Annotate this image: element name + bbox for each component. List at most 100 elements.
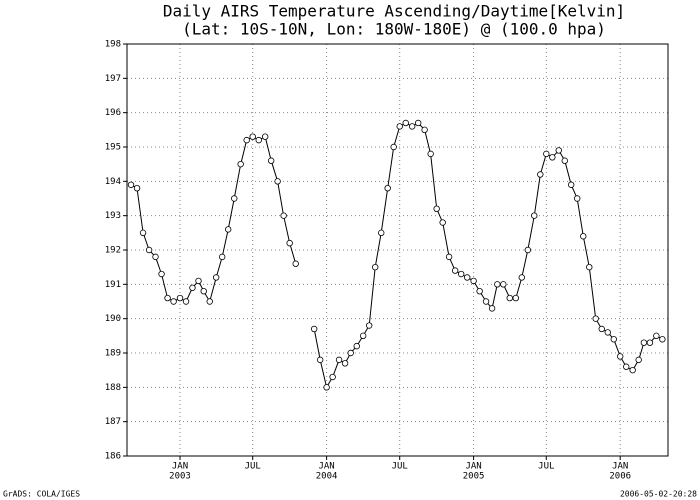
- data-point: [482, 298, 490, 305]
- x-tick-year: 2003: [169, 472, 191, 482]
- data-point: [164, 294, 171, 302]
- data-point: [555, 147, 562, 154]
- chart-title: Daily AIRS Temperature Ascending/Daytime…: [163, 2, 625, 21]
- data-point: [646, 339, 654, 346]
- data-point: [286, 239, 293, 247]
- data-point: [280, 212, 287, 219]
- data-point: [200, 288, 207, 295]
- x-tick-label: JAN: [172, 462, 188, 472]
- data-point: [531, 212, 538, 219]
- data-point: [158, 270, 165, 278]
- x-tick-year: 2006: [609, 472, 631, 482]
- data-point: [255, 136, 262, 144]
- data-point: [176, 294, 184, 302]
- data-point: [145, 246, 153, 254]
- y-tick-label: 187: [105, 417, 121, 427]
- data-point: [592, 315, 599, 322]
- data-point: [359, 332, 367, 340]
- data-point: [195, 277, 202, 285]
- data-point: [470, 277, 477, 285]
- data-point: [390, 143, 397, 151]
- data-point: [549, 154, 556, 161]
- y-tick-label: 192: [105, 246, 121, 256]
- data-point: [225, 226, 232, 233]
- data-point: [206, 298, 213, 305]
- data-point: [598, 325, 605, 333]
- data-point: [335, 356, 343, 364]
- y-tick-label: 186: [105, 452, 121, 462]
- data-point: [543, 150, 550, 158]
- data-point: [365, 322, 373, 329]
- x-tick-year: 2004: [316, 472, 338, 482]
- data-point: [445, 253, 453, 261]
- data-point: [347, 349, 354, 357]
- data-point: [218, 253, 226, 261]
- data-point: [341, 360, 349, 367]
- footer-left: GrADS: COLA/IGES: [3, 490, 80, 499]
- data-point: [623, 363, 630, 370]
- data-point: [310, 325, 318, 333]
- data-point: [408, 123, 416, 130]
- data-point: [488, 305, 496, 312]
- data-point: [133, 184, 141, 192]
- data-point: [629, 366, 636, 374]
- data-point: [378, 229, 385, 237]
- data-point: [414, 119, 422, 127]
- data-point: [396, 123, 403, 130]
- data-point: [653, 332, 660, 340]
- y-tick-label: 191: [105, 280, 121, 290]
- data-point: [506, 294, 513, 302]
- data-point: [182, 298, 190, 305]
- x-tick-label: JAN: [465, 462, 481, 472]
- y-tick-label: 188: [105, 383, 121, 393]
- data-point: [659, 336, 666, 343]
- data-point: [586, 263, 593, 271]
- data-point: [604, 329, 611, 336]
- data-point: [261, 133, 269, 140]
- data-point: [451, 267, 459, 274]
- data-point: [640, 339, 648, 346]
- data-point: [139, 229, 147, 237]
- data-point: [635, 356, 642, 364]
- data-point: [574, 195, 581, 202]
- plot-frame: [126, 43, 669, 457]
- data-point: [274, 178, 281, 185]
- footer-right: 2006-05-02-20:28: [620, 490, 697, 499]
- data-point: [524, 246, 532, 254]
- data-point: [433, 205, 440, 212]
- data-point: [316, 356, 324, 364]
- data-point: [494, 281, 501, 288]
- y-tick-label: 196: [105, 108, 121, 118]
- data-point: [212, 274, 220, 281]
- data-point: [384, 184, 391, 192]
- data-point: [231, 195, 238, 202]
- data-point: [189, 284, 196, 291]
- data-point: [267, 157, 275, 164]
- data-point: [237, 160, 244, 168]
- y-tick-label: 197: [105, 74, 121, 84]
- data-point: [617, 353, 624, 360]
- x-tick-label: JAN: [318, 462, 334, 472]
- data-point: [457, 270, 465, 278]
- data-point: [353, 342, 360, 350]
- data-point: [518, 274, 526, 281]
- data-point: [561, 157, 568, 164]
- data-point: [476, 288, 483, 295]
- data-point: [127, 181, 135, 188]
- y-tick-label: 189: [105, 349, 121, 359]
- data-point: [292, 260, 299, 267]
- x-tick-label: JUL: [245, 462, 261, 472]
- data-point: [427, 150, 434, 158]
- data-point: [439, 219, 446, 226]
- data-point: [402, 119, 409, 127]
- data-line: [130, 122, 663, 389]
- y-tick-label: 190: [105, 314, 121, 324]
- data-point: [243, 136, 250, 144]
- x-tick-label: JUL: [538, 462, 554, 472]
- x-tick-year: 2005: [463, 472, 485, 482]
- y-tick-label: 195: [105, 143, 121, 153]
- data-point: [323, 384, 330, 391]
- data-point: [537, 171, 544, 178]
- y-tick-label: 193: [105, 211, 121, 221]
